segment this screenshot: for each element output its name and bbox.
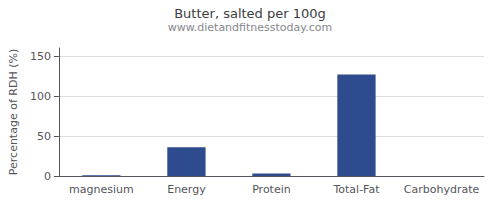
svg-text:magnesium: magnesium [69,183,134,196]
svg-text:Energy: Energy [167,183,206,196]
svg-text:150: 150 [30,50,51,63]
svg-text:Carbohydrate: Carbohydrate [404,183,480,196]
svg-text:Percentage of RDH (%): Percentage of RDH (%) [7,49,20,175]
svg-text:Protein: Protein [252,183,291,196]
svg-text:Total-Fat: Total-Fat [332,183,380,196]
svg-text:www.dietandfitnesstoday.com: www.dietandfitnesstoday.com [168,21,332,34]
svg-text:Butter, salted per 100g: Butter, salted per 100g [174,6,326,21]
svg-text:100: 100 [30,90,51,103]
svg-text:50: 50 [37,130,51,143]
svg-text:0: 0 [44,170,51,183]
